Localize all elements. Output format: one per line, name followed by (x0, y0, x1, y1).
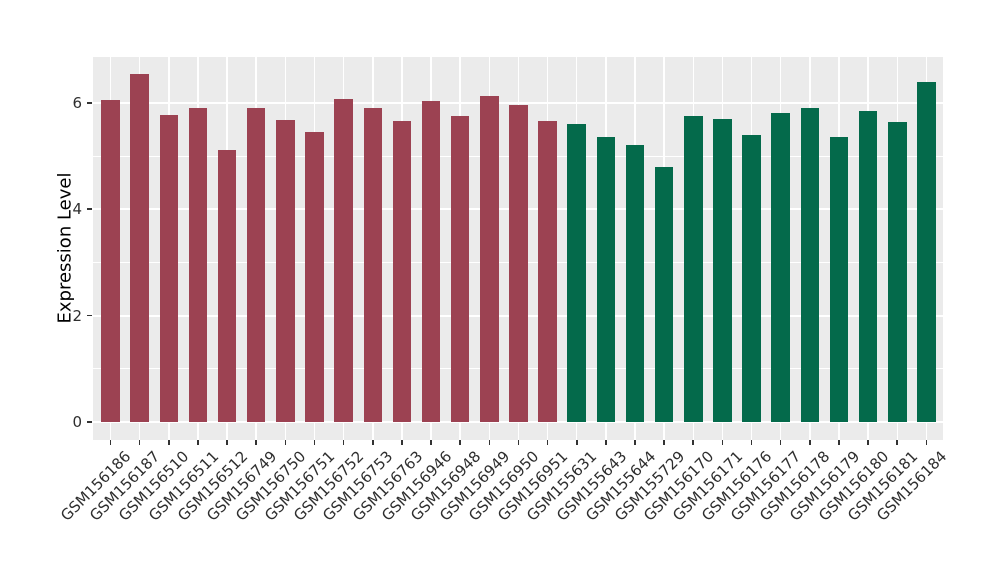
x-axis-tick (255, 440, 257, 445)
plot-area (93, 57, 943, 440)
bar-GSM156749 (246, 107, 266, 422)
x-axis-tick (721, 440, 724, 445)
x-axis-tick (779, 440, 782, 445)
y-axis-tick (87, 102, 92, 104)
bar-GSM156179 (829, 137, 849, 422)
x-axis-tick (750, 440, 753, 445)
bar-GSM156178 (800, 108, 820, 422)
bar-GSM155644 (625, 144, 645, 422)
x-axis-tick (488, 440, 491, 445)
bar-GSM156763 (392, 120, 412, 422)
y-axis-tick (87, 208, 92, 210)
bar-GSM155643 (596, 136, 616, 422)
y-tick-label: 4 (72, 200, 82, 219)
bar-GSM156950 (509, 104, 528, 422)
bar-GSM156951 (538, 120, 557, 422)
bar-GSM156753 (363, 108, 382, 422)
bar-GSM156949 (480, 95, 499, 422)
x-axis-tick (634, 440, 636, 445)
x-axis-tick (546, 440, 549, 445)
x-axis-tick (838, 440, 840, 445)
x-axis-tick (138, 440, 141, 445)
bar-GSM156946 (421, 100, 441, 422)
x-axis-tick (167, 440, 170, 445)
x-axis-tick (371, 440, 374, 445)
bar-GSM156184 (917, 81, 936, 422)
bar-GSM156752 (334, 99, 353, 422)
y-tick-label: 0 (72, 413, 82, 431)
bar-GSM156186 (101, 99, 120, 422)
x-axis-tick (430, 440, 432, 445)
x-axis-tick (401, 440, 403, 445)
y-tick-label: 2 (72, 306, 82, 325)
x-axis-tick (459, 440, 461, 445)
bar-GSM156176 (742, 135, 761, 422)
x-axis-tick (605, 440, 607, 445)
bar-GSM156512 (217, 150, 237, 422)
x-axis-tick (925, 440, 928, 445)
bar-GSM156170 (684, 116, 703, 422)
bar-GSM156511 (188, 107, 208, 422)
bar-GSM156177 (771, 113, 790, 422)
x-axis-tick (226, 440, 228, 445)
bar-GSM156187 (130, 73, 149, 422)
x-axis-tick (517, 440, 520, 445)
x-axis-tick (663, 440, 665, 445)
x-axis-tick (109, 440, 112, 445)
x-axis-tick (197, 440, 199, 445)
x-axis-tick (809, 440, 811, 445)
x-axis-tick (575, 440, 578, 445)
x-axis-tick (313, 440, 316, 445)
y-axis-title: Expression Level (54, 172, 76, 324)
y-tick-label: 6 (72, 93, 82, 112)
bar-GSM156510 (159, 114, 179, 422)
y-axis-tick (87, 314, 92, 317)
bar-GSM155729 (654, 167, 674, 422)
bar-GSM156751 (305, 131, 324, 422)
x-axis-tick (867, 440, 869, 445)
y-axis-tick (87, 421, 92, 423)
bar-GSM156180 (858, 110, 878, 422)
bar-GSM156181 (888, 121, 907, 422)
x-axis-tick (896, 440, 899, 445)
bar-GSM156948 (450, 116, 470, 422)
bar-GSM156750 (276, 119, 295, 422)
x-axis-tick (284, 440, 287, 445)
bar-GSM156171 (713, 119, 732, 422)
x-axis-tick (692, 440, 695, 445)
x-axis-tick (342, 440, 345, 445)
bar-GSM155631 (567, 123, 586, 422)
